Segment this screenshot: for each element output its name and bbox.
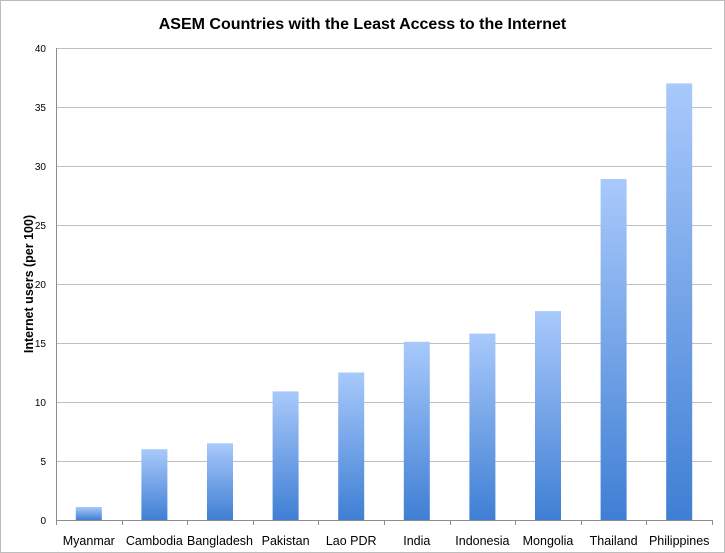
bar-bangladesh bbox=[207, 443, 233, 520]
y-tick-label: 25 bbox=[35, 221, 47, 232]
bars bbox=[75, 83, 693, 521]
bar-thailand bbox=[600, 179, 627, 520]
bar-pakistan bbox=[272, 391, 299, 520]
chart-title: ASEM Countries with the Least Access to … bbox=[159, 16, 567, 33]
y-tick-label: 35 bbox=[35, 103, 47, 114]
x-tick-label: Myanmar bbox=[63, 534, 115, 548]
y-tick-label: 0 bbox=[40, 516, 46, 527]
x-tick-labels: Myanmar Cambodia Bangladesh Pakistan Lao PDR… bbox=[63, 534, 710, 548]
y-tick-label: 10 bbox=[35, 398, 47, 409]
axes bbox=[56, 48, 713, 525]
y-tick-label: 15 bbox=[35, 339, 47, 350]
x-tick-label: Thailand bbox=[590, 534, 638, 548]
x-tick-label: Philippines bbox=[649, 534, 709, 548]
x-tick-label: Pakistan bbox=[262, 534, 310, 548]
y-tick-label: 30 bbox=[35, 162, 47, 173]
bar-indonesia bbox=[469, 333, 496, 520]
bar-lao-pdr bbox=[338, 372, 365, 520]
bar-mongolia bbox=[535, 311, 561, 520]
y-axis-label: Internet users (per 100) bbox=[22, 215, 36, 353]
x-tick-label: Cambodia bbox=[126, 534, 183, 548]
y-tick-labels: 0 5 10 15 20 25 30 35 40 bbox=[35, 44, 47, 527]
bar-cambodia bbox=[141, 449, 168, 520]
x-tick-label: Mongolia bbox=[523, 534, 574, 548]
bar-myanmar bbox=[75, 507, 102, 520]
y-tick-label: 40 bbox=[35, 44, 47, 55]
x-tick-label: Lao PDR bbox=[326, 534, 377, 548]
y-tick-label: 5 bbox=[40, 457, 46, 468]
y-tick-label: 20 bbox=[35, 280, 47, 291]
x-tick-label: India bbox=[403, 534, 430, 548]
bar-india bbox=[403, 341, 430, 520]
x-tick-label: Indonesia bbox=[455, 534, 509, 548]
bar-philippines bbox=[666, 83, 693, 521]
x-tick-label: Bangladesh bbox=[187, 534, 253, 548]
